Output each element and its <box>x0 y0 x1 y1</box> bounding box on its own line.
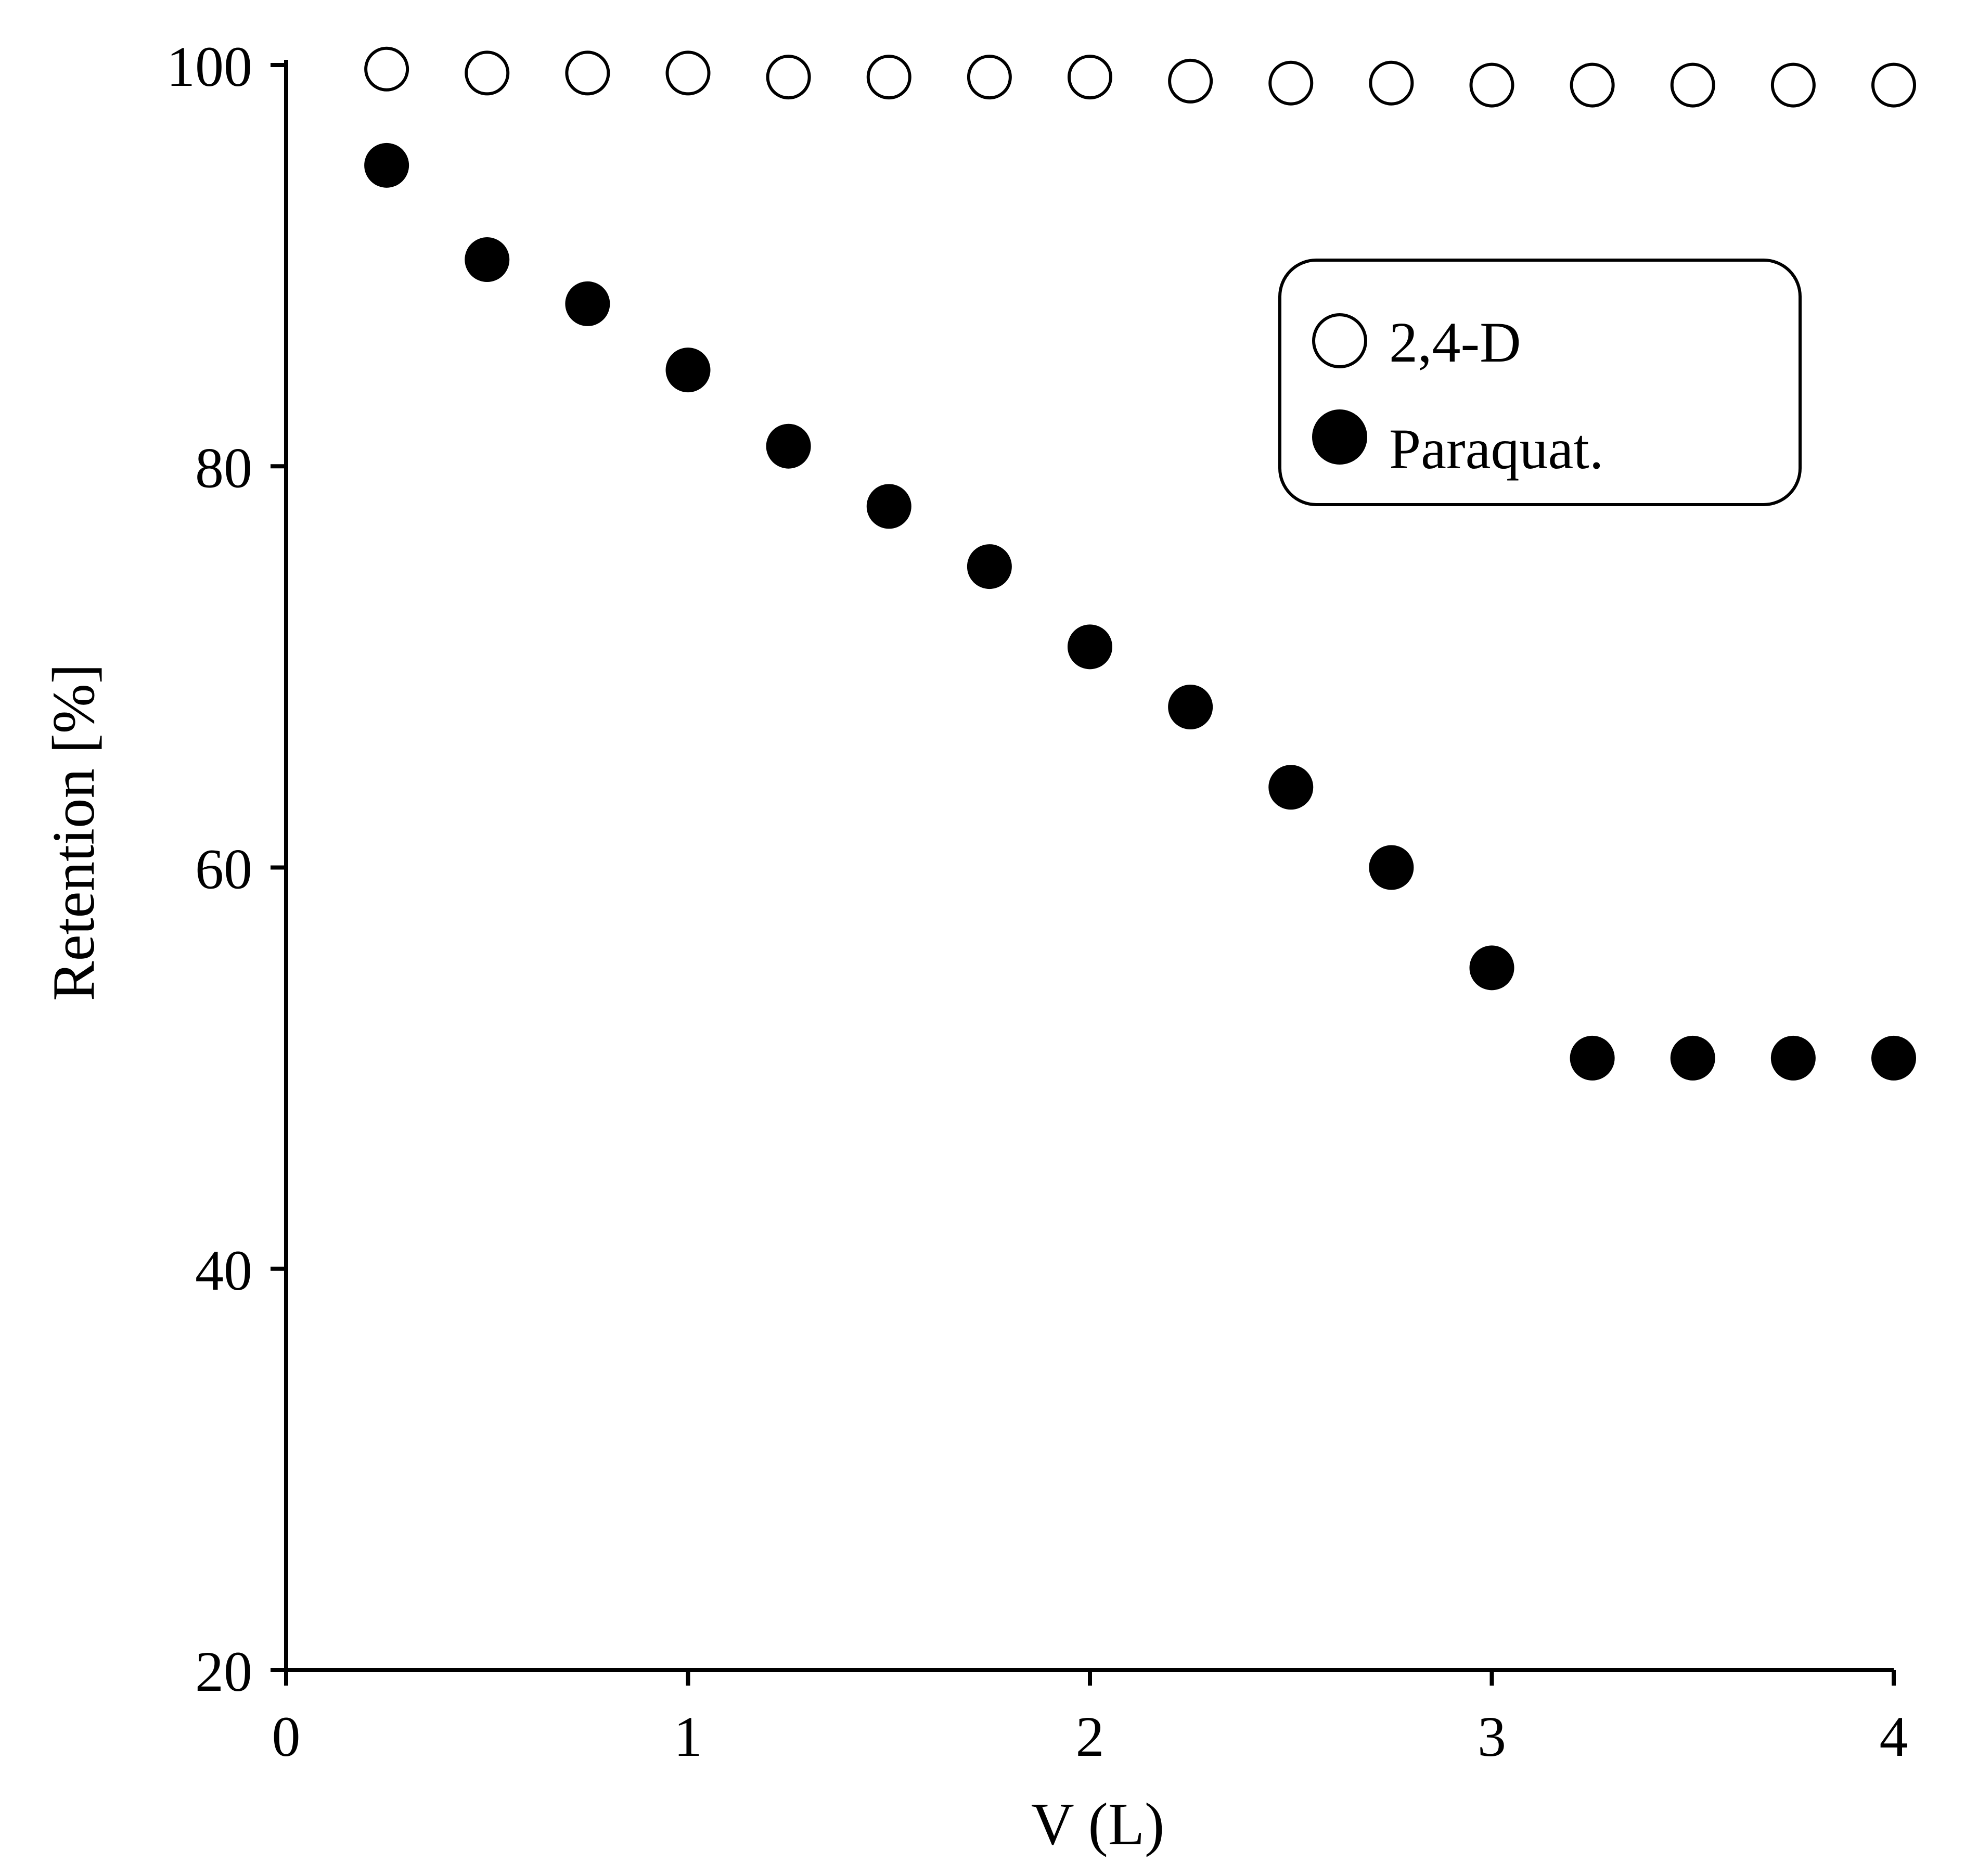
point-2-4-d <box>866 55 911 100</box>
point-paraquat <box>866 484 911 529</box>
point-paraquat <box>967 544 1012 589</box>
point-2-4-d <box>465 50 510 96</box>
point-2-4-d <box>766 55 811 100</box>
point-paraquat <box>1168 685 1213 729</box>
point-paraquat <box>1570 1035 1615 1081</box>
point-paraquat <box>1871 1035 1916 1081</box>
point-2-4-d <box>1369 60 1414 106</box>
point-2-4-d <box>1670 62 1715 108</box>
point-paraquat <box>1770 1035 1816 1081</box>
x-tick-label: 2 <box>1076 1705 1104 1768</box>
y-tick-label: 60 <box>195 838 252 901</box>
point-paraquat <box>1670 1035 1715 1081</box>
point-2-4-d <box>1570 62 1615 108</box>
axes <box>271 60 1894 1672</box>
x-tick-label: 1 <box>674 1705 702 1768</box>
ticks: 0 1 2 3 4 20 40 60 80 100 <box>166 35 1908 1768</box>
point-paraquat <box>766 423 811 469</box>
x-tick-label: 3 <box>1478 1705 1506 1768</box>
point-2-4-d <box>1168 58 1213 104</box>
point-2-4-d <box>967 55 1012 100</box>
point-2-4-d <box>1469 62 1514 108</box>
point-paraquat <box>665 348 711 393</box>
legend-box <box>1278 259 1802 506</box>
point-paraquat <box>565 281 610 326</box>
point-2-4-d <box>1871 62 1916 108</box>
point-paraquat <box>465 237 510 282</box>
y-tick-label: 40 <box>195 1239 252 1302</box>
point-paraquat <box>1068 624 1112 670</box>
point-2-4-d <box>565 50 610 96</box>
data-points <box>364 46 1916 1081</box>
legend: 2,4-D Paraquat. <box>1278 259 1802 506</box>
y-tick-label: 20 <box>195 1640 252 1703</box>
point-paraquat <box>364 143 409 188</box>
point-2-4-d <box>665 50 711 96</box>
point-2-4-d <box>1068 55 1112 100</box>
point-paraquat <box>1268 765 1314 810</box>
legend-marker-2-4-d <box>1312 313 1367 368</box>
x-tick-label: 4 <box>1880 1705 1908 1768</box>
point-2-4-d <box>1268 60 1314 106</box>
point-paraquat <box>1469 945 1514 991</box>
legend-label-paraquat: Paraquat. <box>1389 417 1603 481</box>
x-tick-label: 0 <box>272 1705 301 1768</box>
y-axis-title: Retention [%] <box>41 664 107 1001</box>
point-2-4-d <box>364 46 409 92</box>
x-axis-title: V (L) <box>1031 1791 1165 1857</box>
y-tick-label: 100 <box>166 35 252 98</box>
point-paraquat <box>1369 845 1414 890</box>
y-tick-label: 80 <box>195 436 252 499</box>
point-2-4-d <box>1770 62 1816 108</box>
legend-label-2-4-d: 2,4-D <box>1389 311 1521 374</box>
legend-marker-paraquat <box>1312 409 1367 465</box>
